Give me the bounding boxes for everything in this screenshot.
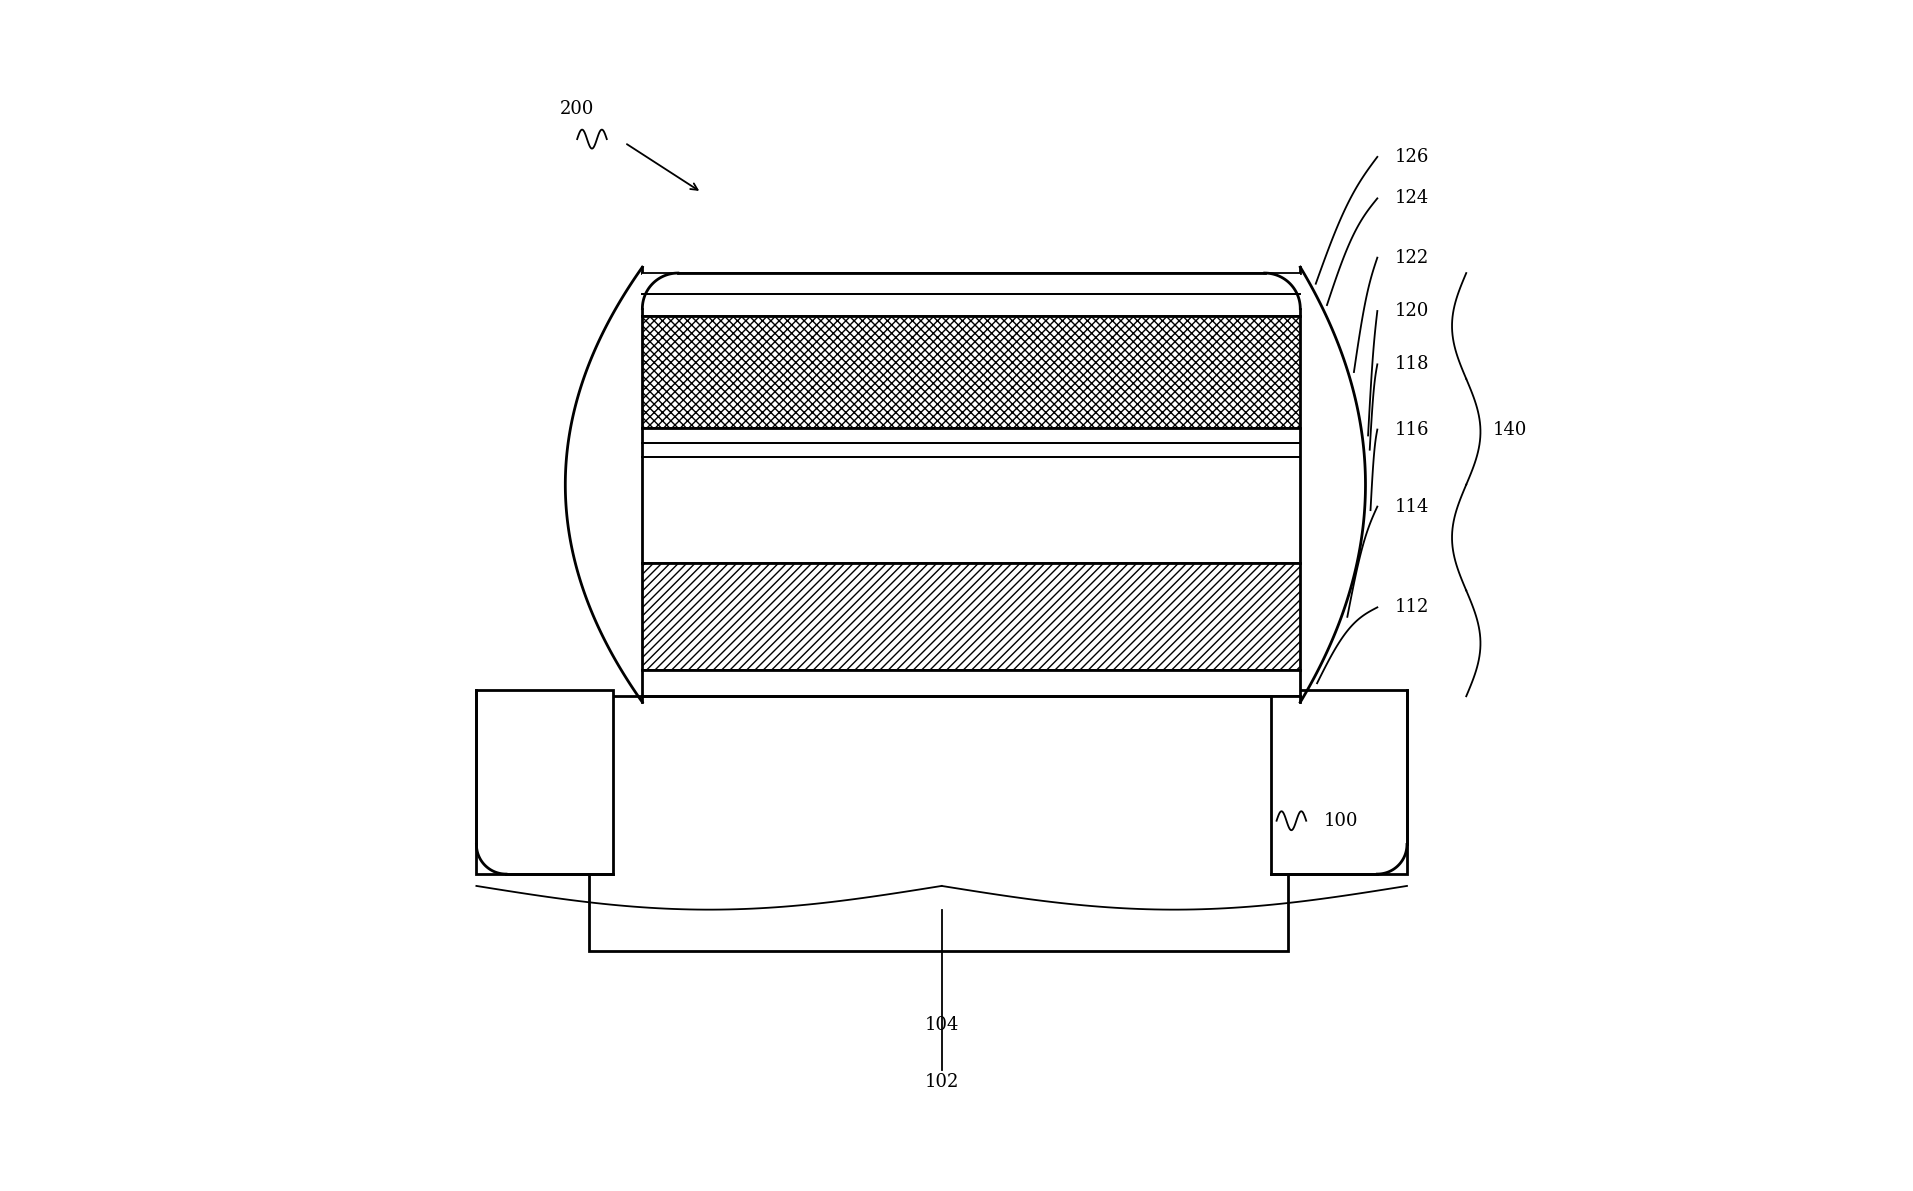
Text: 200: 200: [559, 100, 593, 118]
Bar: [643, 316, 1301, 429]
Text: 122: 122: [1395, 249, 1429, 267]
Bar: [643, 429, 1301, 443]
Bar: [643, 294, 1301, 316]
Text: 112: 112: [1395, 598, 1429, 617]
Bar: [643, 457, 1301, 563]
Bar: [476, 691, 612, 874]
Bar: [643, 273, 1301, 294]
Text: 116: 116: [1395, 420, 1429, 438]
Bar: [589, 697, 1289, 952]
Text: 104: 104: [924, 1016, 958, 1034]
Text: 126: 126: [1395, 148, 1429, 166]
Text: 140: 140: [1492, 420, 1527, 438]
Text: 118: 118: [1395, 355, 1429, 373]
Text: 124: 124: [1395, 189, 1429, 207]
Bar: [643, 443, 1301, 457]
Bar: [643, 563, 1301, 671]
Bar: [1270, 691, 1406, 874]
Text: 100: 100: [1324, 812, 1358, 830]
Text: 102: 102: [924, 1073, 958, 1091]
Text: 120: 120: [1395, 303, 1429, 320]
Bar: [643, 671, 1301, 697]
Text: 114: 114: [1395, 498, 1429, 516]
